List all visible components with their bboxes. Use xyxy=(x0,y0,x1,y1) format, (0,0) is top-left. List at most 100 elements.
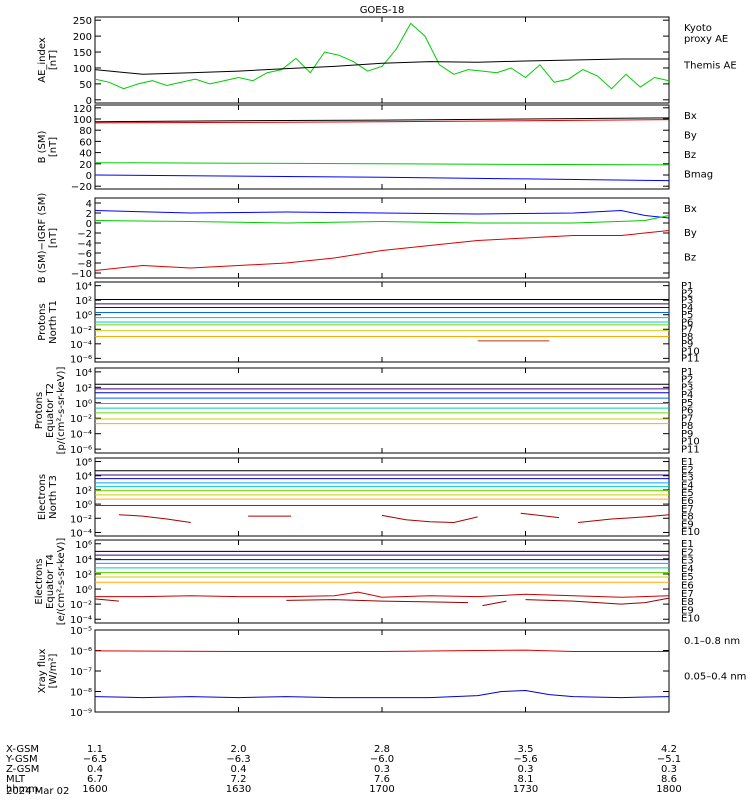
legend-label: E5 xyxy=(681,572,694,583)
series-segment-e10 xyxy=(286,599,469,604)
ephemeris-value: 1.1 xyxy=(87,744,103,755)
ephemeris-value: 4.2 xyxy=(661,744,677,755)
ephemeris-label: hhmm xyxy=(6,784,38,795)
legend-label: E2 xyxy=(681,547,694,558)
y-tick-label: −10 xyxy=(71,269,92,280)
legend-label: E6 xyxy=(681,581,694,592)
y-tick-label: 20 xyxy=(79,160,92,171)
legend-label: E8 xyxy=(681,512,694,523)
y-tick-label: 10⁴ xyxy=(75,368,92,379)
ephemeris-value: 0.3 xyxy=(661,764,677,775)
ephemeris-value: 8.1 xyxy=(518,774,534,785)
ephemeris-value: 0.3 xyxy=(518,764,534,775)
y-tick-label: 10⁴ xyxy=(75,555,92,566)
y-tick-label: 10⁻² xyxy=(70,325,92,336)
y-tick-label: 60 xyxy=(79,137,92,148)
y-tick-label: 80 xyxy=(79,126,92,137)
legend-label: P10 xyxy=(681,346,700,357)
y-tick-label: 0 xyxy=(86,96,92,107)
y-tick-label: 10⁰ xyxy=(75,399,92,410)
y-tick-label: 250 xyxy=(73,16,92,27)
ephemeris-label: X-GSM xyxy=(6,744,39,755)
ephemeris-value: 2.0 xyxy=(231,744,247,755)
legend-label: P4 xyxy=(681,303,693,314)
y-tick-label: 10⁻⁸ xyxy=(70,688,92,699)
series-segment-e10 xyxy=(482,600,507,607)
series-line-kyoto-proxy-ae xyxy=(94,22,670,90)
ephemeris-value: 2.8 xyxy=(374,744,390,755)
y-tick-label: 120 xyxy=(73,104,92,115)
legend-label: E8 xyxy=(681,597,694,608)
y-axis-label: [p/(cm²-s-sr-keV)] xyxy=(56,367,67,455)
y-tick-label: 10² xyxy=(75,383,92,394)
legend-label: 0.05–0.4 nm xyxy=(684,672,746,683)
series-line-by xyxy=(94,162,670,166)
ephemeris-value: −6.5 xyxy=(83,754,107,765)
legend-label: P10 xyxy=(681,437,700,448)
y-tick-label: 10⁻⁹ xyxy=(70,708,92,719)
y-tick-label: 10⁶ xyxy=(75,458,92,469)
legend-label: P8 xyxy=(681,421,693,432)
y-tick-label: 10⁻⁷ xyxy=(70,667,92,678)
legend-label: E3 xyxy=(681,556,694,567)
y-tick-label: 100 xyxy=(73,64,92,75)
ephemeris-value: 7.2 xyxy=(231,774,247,785)
y-tick-label: 10⁻⁴ xyxy=(70,340,92,351)
legend-label: E5 xyxy=(681,488,694,499)
legend-label: Kyoto xyxy=(684,23,712,34)
y-axis-label: [nT] xyxy=(48,50,59,70)
legend-label: E2 xyxy=(681,465,694,476)
y-tick-label: 40 xyxy=(79,149,92,160)
ephemeris-label: MLT xyxy=(6,774,26,785)
legend-label: E4 xyxy=(681,564,694,575)
y-tick-label: 0 xyxy=(86,171,92,182)
y-tick-label: 100 xyxy=(73,115,92,126)
y-tick-label: 200 xyxy=(73,32,92,43)
y-tick-label: −4 xyxy=(77,239,92,250)
legend-label: P5 xyxy=(681,398,693,409)
series-line-bz xyxy=(94,119,670,124)
panel-bigrf: 420−2−4−6−8−10 B (SM)−IGRF (SM) [nT] Bx By Bz xyxy=(37,193,697,284)
panel-frame xyxy=(94,539,670,624)
y-tick-label: 10⁻⁴ xyxy=(70,528,92,539)
y-tick-label: 10⁻⁵ xyxy=(70,626,92,637)
legend-label: E9 xyxy=(681,519,694,530)
legend-label: By xyxy=(684,131,697,142)
ephemeris-value: 1630 xyxy=(226,784,251,795)
series-segment-e10 xyxy=(94,598,119,602)
y-tick-label: 0 xyxy=(86,219,92,230)
ephemeris-value: 1730 xyxy=(513,784,538,795)
y-tick-label: 10² xyxy=(75,570,92,581)
legend-label: E7 xyxy=(681,589,694,600)
plot-date: 2024 Mar 02 xyxy=(6,786,69,797)
y-tick-label: 10⁻⁶ xyxy=(70,354,92,365)
legend-label: P2 xyxy=(681,288,693,299)
y-axis-label: Electrons xyxy=(34,558,45,604)
y-tick-label: −2 xyxy=(77,229,92,240)
y-tick-label: 10⁻⁴ xyxy=(70,615,92,626)
legend-label: P11 xyxy=(681,354,700,365)
y-tick-label: −8 xyxy=(77,259,92,270)
legend-label: P8 xyxy=(681,332,693,343)
legend-label: Bx xyxy=(684,111,697,122)
y-tick-label: 10⁻² xyxy=(70,414,92,425)
y-tick-label: 10⁰ xyxy=(75,585,92,596)
series-line-bx xyxy=(94,209,670,219)
panel-frame xyxy=(94,629,670,713)
series-line-bmag xyxy=(94,117,670,123)
legend-label: Bx xyxy=(684,204,697,215)
series-segment-e9 xyxy=(95,591,670,598)
ephemeris-value: 1700 xyxy=(369,784,394,795)
legend-label: P6 xyxy=(681,406,693,417)
legend-label: P9 xyxy=(681,429,693,440)
legend-label: P6 xyxy=(681,317,693,328)
series-line-bz xyxy=(94,230,670,271)
y-axis-label: Xray flux xyxy=(37,649,48,694)
y-axis-label: [nT] xyxy=(48,228,59,248)
legend-label: E1 xyxy=(681,539,694,550)
y-axis-label: Equator T2 xyxy=(45,383,56,438)
